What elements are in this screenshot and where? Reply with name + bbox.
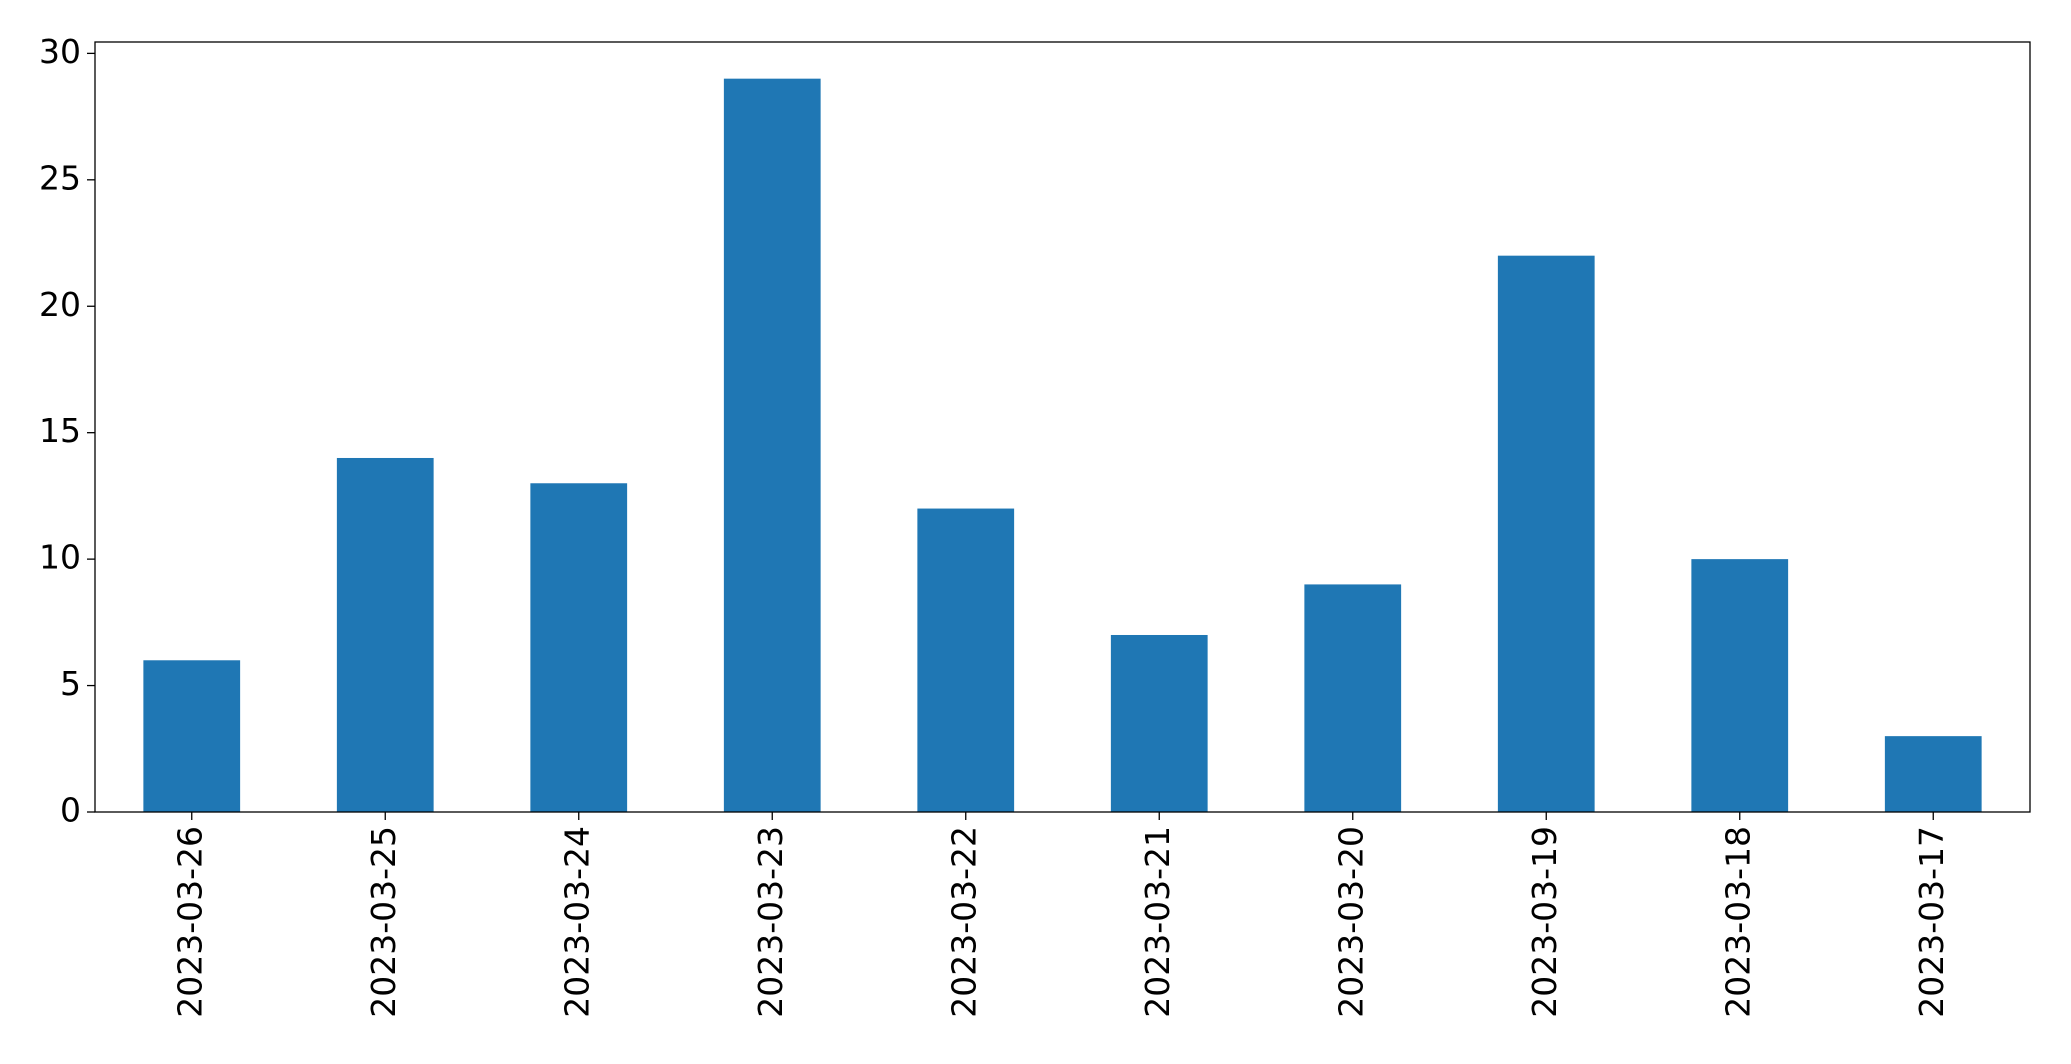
y-tick-label: 15: [39, 411, 81, 450]
x-tick-label: 2023-03-18: [1718, 826, 1757, 1018]
x-tick-label: 2023-03-23: [751, 826, 790, 1018]
bar: [1884, 736, 1982, 812]
x-tick-label: 2023-03-26: [170, 826, 209, 1018]
y-tick-label: 30: [39, 32, 81, 71]
x-tick-label: 2023-03-20: [1331, 826, 1370, 1018]
y-tick-label: 0: [60, 791, 81, 830]
bar: [1691, 559, 1789, 812]
x-tick-label: 2023-03-24: [557, 826, 596, 1018]
y-tick-label: 10: [39, 538, 81, 577]
bar: [1110, 634, 1208, 812]
x-tick-label: 2023-03-22: [944, 826, 983, 1018]
bar: [143, 660, 241, 812]
y-tick-label: 25: [39, 158, 81, 197]
y-tick-label: 5: [60, 664, 81, 703]
bar: [1304, 584, 1402, 812]
y-tick-label: 20: [39, 285, 81, 324]
x-tick-label: 2023-03-25: [364, 826, 403, 1018]
x-tick-label: 2023-03-17: [1912, 826, 1951, 1018]
bar: [1497, 255, 1595, 812]
bar: [530, 483, 628, 812]
bar: [917, 508, 1015, 812]
plot-frame: [94, 41, 2031, 813]
x-tick-label: 2023-03-19: [1525, 826, 1564, 1018]
bar: [723, 78, 821, 812]
x-tick-label: 2023-03-21: [1138, 826, 1177, 1018]
bar: [336, 457, 434, 812]
